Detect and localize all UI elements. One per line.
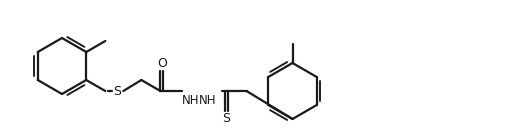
Text: S: S [222, 112, 230, 125]
Text: NH: NH [182, 93, 199, 107]
Text: NH: NH [199, 93, 216, 107]
Text: O: O [157, 57, 167, 70]
Text: S: S [114, 84, 121, 98]
